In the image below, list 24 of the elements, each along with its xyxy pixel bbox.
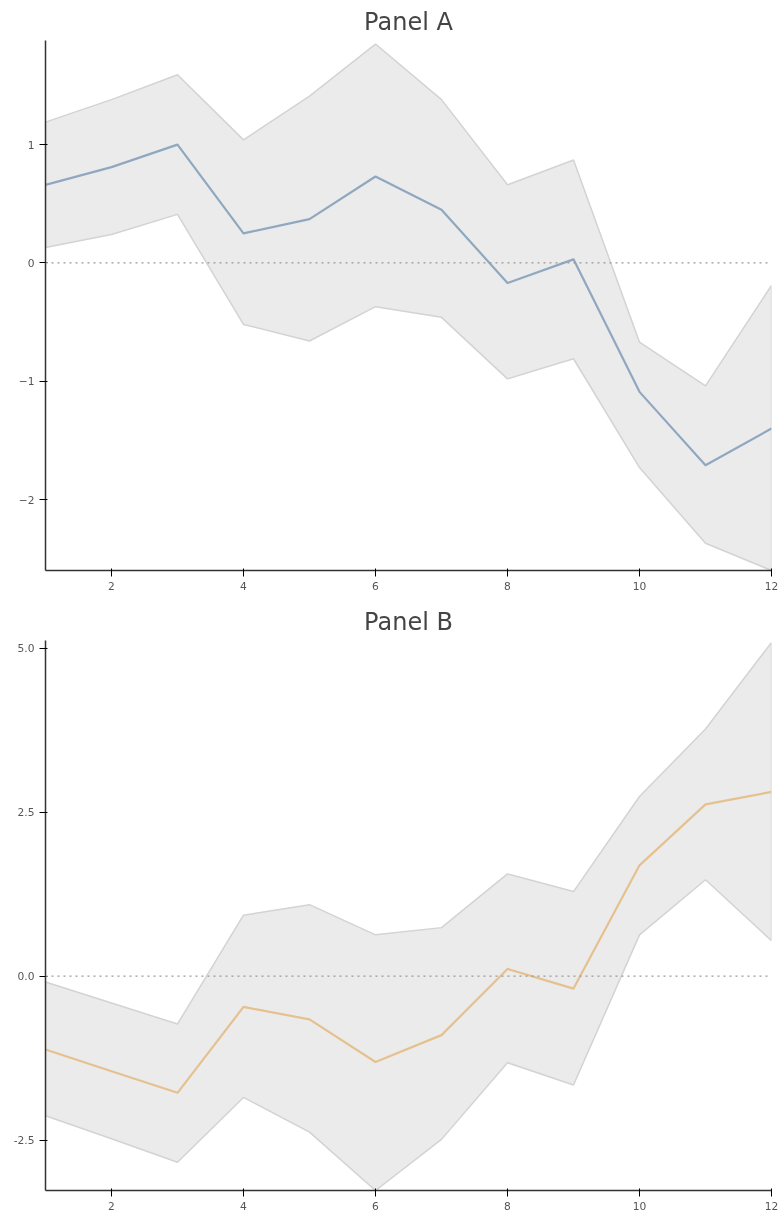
y-tick-label: −2 — [18, 493, 35, 507]
y-tick-label: 2.5 — [17, 806, 35, 820]
x-tick-label: 12 — [764, 1199, 779, 1213]
y-tick-label: 1 — [27, 138, 35, 152]
x-tick-label: 8 — [504, 1199, 512, 1213]
chart-title: Panel A — [364, 7, 454, 36]
y-tick-label: 0 — [27, 256, 35, 270]
y-tick-label: −1 — [18, 375, 35, 389]
x-tick-label: 4 — [240, 1199, 248, 1213]
y-tick-label: 0.0 — [17, 970, 35, 984]
line-series — [45, 790, 772, 1094]
y-tick-label: -2.5 — [13, 1134, 35, 1148]
x-tick-label: 10 — [632, 579, 647, 593]
x-tick-label: 8 — [504, 579, 512, 593]
x-tick-label: 2 — [108, 579, 115, 593]
x-tick-label: 12 — [764, 579, 779, 593]
line-series — [45, 143, 772, 467]
x-tick-label: 2 — [108, 1199, 115, 1213]
chart-title: Panel B — [364, 607, 453, 636]
x-tick-label: 6 — [372, 579, 380, 593]
x-tick-label: 10 — [632, 1199, 647, 1213]
x-tick-label: 6 — [372, 1199, 380, 1213]
x-tick-label: 4 — [240, 579, 248, 593]
y-tick-label: 5.0 — [17, 642, 35, 656]
